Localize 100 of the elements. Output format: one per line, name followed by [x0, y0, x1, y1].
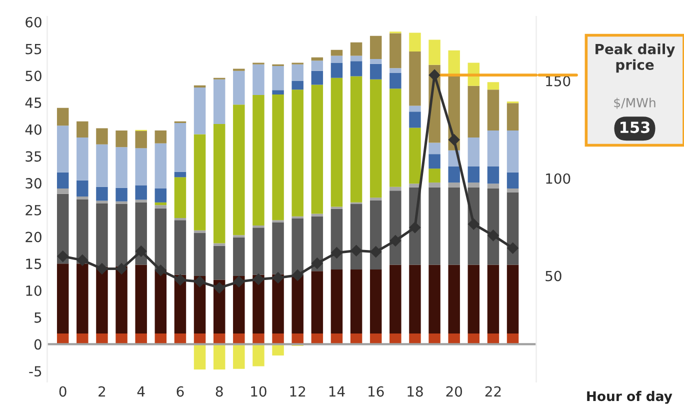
bar: [487, 166, 500, 184]
bar: [96, 333, 108, 344]
y-tick-label: 0: [34, 339, 42, 350]
bar: [311, 84, 324, 214]
y2-tick-label: 100: [546, 173, 570, 184]
bar: [116, 188, 128, 202]
bar: [272, 274, 284, 334]
bar: [350, 270, 362, 334]
bar: [194, 230, 206, 234]
point: [96, 263, 108, 274]
bar: [428, 333, 440, 344]
bar: [330, 50, 343, 56]
bar: [292, 216, 304, 219]
bar: [448, 333, 460, 344]
bar: [252, 344, 264, 366]
bar: [116, 201, 128, 204]
bar: [468, 166, 480, 183]
bar: [506, 192, 519, 265]
bar: [272, 90, 284, 94]
bar: [76, 180, 88, 197]
bar: [213, 243, 226, 246]
bar: [428, 40, 440, 65]
bar: [506, 130, 519, 172]
bar: [135, 333, 147, 344]
bar: [174, 218, 186, 220]
bar: [409, 106, 421, 112]
y-tick-label: 30: [26, 178, 42, 189]
bar: [135, 185, 147, 200]
bar: [448, 182, 460, 188]
y-tick-label: 45: [25, 98, 42, 108]
point: [488, 230, 499, 242]
bar: [76, 121, 88, 138]
bar: [96, 200, 108, 204]
point: [116, 263, 128, 274]
point: [428, 69, 440, 81]
bar: [350, 61, 362, 76]
bar: [252, 228, 264, 275]
point: [370, 246, 382, 258]
bar: [252, 333, 264, 344]
bar: [390, 186, 402, 191]
y-tick-label: 60: [26, 16, 42, 28]
bar: [370, 270, 382, 334]
bar: [272, 333, 284, 344]
point: [390, 235, 402, 246]
bar: [506, 188, 519, 192]
bar: [409, 128, 421, 184]
bar: [154, 143, 167, 188]
x-tick-label: 20: [446, 386, 462, 397]
point: [135, 246, 147, 257]
y-tick-label: 10: [26, 285, 42, 296]
bar: [390, 68, 402, 73]
bar: [116, 204, 128, 266]
bar: [233, 70, 245, 105]
bar: [487, 188, 500, 265]
y-tick-label: 50: [26, 70, 42, 82]
bar: [116, 266, 128, 334]
bar: [311, 214, 324, 216]
bar: [428, 182, 440, 188]
bar: [330, 78, 343, 207]
bar: [116, 130, 128, 148]
bar: [428, 168, 440, 183]
bar: [96, 203, 108, 267]
bar: [330, 270, 343, 334]
x-tick-label: 16: [368, 386, 384, 397]
bar: [96, 266, 108, 334]
bar: [174, 220, 186, 275]
bar: [487, 90, 500, 130]
bar: [194, 87, 206, 134]
bar: [468, 86, 480, 138]
x-tick-label: 8: [216, 386, 223, 397]
bar: [292, 218, 304, 275]
bar: [76, 199, 88, 264]
bar: [154, 188, 167, 202]
y-tick-label: 40: [25, 124, 42, 135]
bar: [116, 333, 128, 344]
bar: [272, 94, 284, 220]
bar: [311, 57, 324, 61]
bar: [390, 333, 402, 344]
x-tick-label: 10: [251, 386, 266, 397]
point: [331, 247, 342, 258]
bar: [311, 70, 324, 85]
point: [448, 134, 460, 146]
bar: [194, 344, 206, 370]
bar: [213, 79, 226, 124]
bar: [292, 81, 304, 90]
point: [214, 282, 225, 294]
bar: [135, 148, 147, 186]
bar: [233, 104, 245, 236]
bar: [468, 182, 480, 188]
x-tick-label: 2: [98, 386, 105, 397]
point: [155, 264, 166, 276]
point: [174, 274, 186, 286]
y-tick-label: 55: [26, 44, 42, 54]
bar: [350, 56, 362, 62]
text: 153: [620, 122, 650, 134]
bar: [370, 64, 382, 80]
x-tick-label: 12: [290, 386, 306, 397]
x-tick-label: 14: [329, 386, 345, 397]
bar: [154, 208, 167, 270]
bar: [390, 264, 402, 334]
